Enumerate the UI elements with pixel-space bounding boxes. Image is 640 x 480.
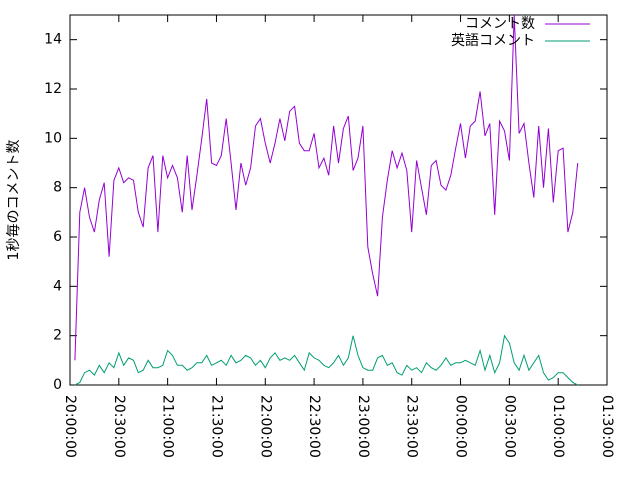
y-tick-label: 4: [53, 278, 62, 294]
x-tick-label: 00:30:00: [501, 395, 517, 458]
legend-label: コメント数: [465, 16, 535, 32]
x-tick-label: 22:30:00: [306, 395, 322, 458]
y-tick-label: 0: [53, 377, 62, 393]
x-tick-label: 23:30:00: [404, 395, 420, 458]
y-axis-label: 1秒毎のコメント数: [6, 140, 22, 261]
y-tick-label: 2: [53, 328, 62, 344]
x-tick-label: 21:30:00: [208, 395, 224, 458]
x-tick-label: 22:00:00: [257, 395, 273, 458]
x-tick-label: 01:30:00: [599, 395, 615, 458]
y-tick-label: 12: [44, 81, 62, 97]
y-tick-label: 8: [53, 180, 62, 196]
x-tick-label: 23:00:00: [355, 395, 371, 458]
series-line: [74, 14, 579, 361]
x-tick-label: 21:00:00: [160, 395, 176, 458]
y-tick-label: 10: [44, 130, 62, 146]
y-tick-label: 14: [44, 32, 62, 48]
x-tick-label: 01:00:00: [550, 395, 566, 458]
x-tick-label: 20:00:00: [62, 395, 78, 458]
series-line: [74, 334, 578, 386]
y-tick-label: 6: [53, 229, 62, 245]
plot-border: [69, 14, 608, 386]
x-tick-label: 00:00:00: [453, 395, 469, 458]
legend-label: 英語コメント: [451, 32, 535, 49]
x-tick-label: 20:30:00: [111, 395, 127, 458]
